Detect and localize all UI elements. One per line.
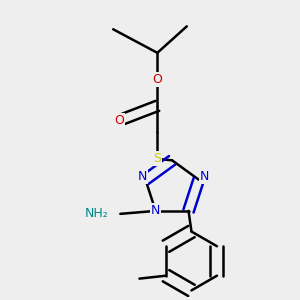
Text: NH₂: NH₂ xyxy=(85,207,109,220)
Text: O: O xyxy=(114,114,124,127)
Text: N: N xyxy=(151,204,160,218)
Text: O: O xyxy=(152,73,162,86)
Text: N: N xyxy=(200,170,209,183)
Text: S: S xyxy=(153,152,161,165)
Text: N: N xyxy=(138,170,147,183)
